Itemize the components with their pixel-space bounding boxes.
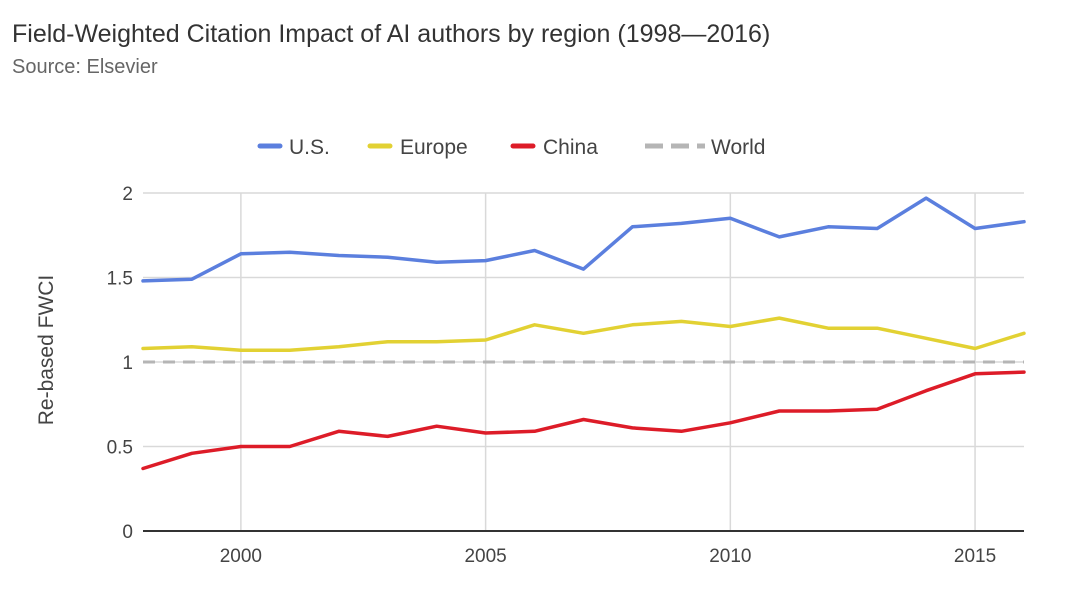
x-tick-label: 2005: [464, 546, 506, 567]
y-tick-label: 1.5: [107, 269, 133, 290]
chart-subtitle: Source: Elsevier: [12, 56, 158, 78]
legend-label-china: China: [543, 136, 598, 159]
legend-label-u-s: U.S.: [289, 136, 330, 159]
chart-title: Field-Weighted Citation Impact of AI aut…: [12, 20, 771, 48]
x-tick-label: 2015: [954, 546, 996, 567]
legend: U.S. Europe China World: [257, 136, 765, 159]
y-tick-label: 0: [122, 522, 133, 543]
legend-label-world: World: [711, 136, 765, 159]
y-axis-label: Re-based FWCI: [35, 275, 58, 426]
series-line-europe: [141, 316, 1026, 352]
y-tick-label: 1: [122, 353, 133, 374]
y-tick-label: 0.5: [107, 438, 133, 459]
x-tick-label: 2010: [709, 546, 751, 567]
legend-label-europe: Europe: [400, 136, 468, 159]
y-tick-label: 2: [122, 184, 133, 205]
series-layer: [141, 196, 1026, 471]
series-line-china: [141, 370, 1026, 471]
x-tick-label: 2000: [220, 546, 262, 567]
series-line-u-s: [141, 196, 1026, 283]
axis-layer: 0 0.5 1 1.5 2 2000 2005 2010 2015: [107, 184, 1024, 567]
